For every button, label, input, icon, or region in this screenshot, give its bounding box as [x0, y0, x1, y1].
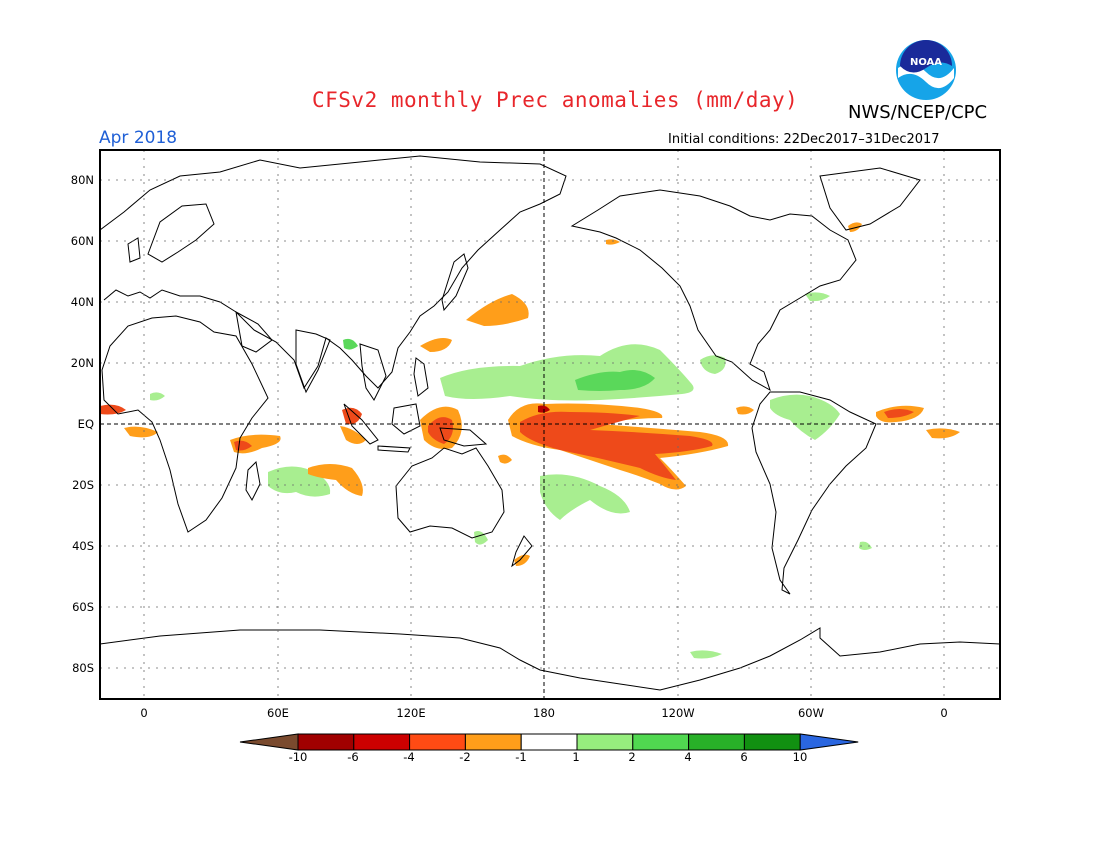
map-title: CFSv2 monthly Prec anomalies (mm/day) [312, 88, 799, 112]
colorbar-swatch [688, 733, 745, 751]
colorbar-swatch [297, 733, 355, 751]
madagascar-outline [245, 460, 261, 502]
dry-anomaly-sumatra [340, 426, 366, 444]
colorbar-label: 2 [628, 750, 636, 764]
lon-label-60e: 60E [267, 706, 289, 720]
noaa-logo: NOAA [896, 40, 956, 100]
lat-label-40s: 40S [72, 539, 94, 553]
lon-label-120e: 120E [396, 706, 426, 720]
map-frame [99, 149, 1001, 700]
lon-label-60w: 60W [797, 706, 824, 720]
wet-anomaly-atlantic [805, 292, 830, 302]
colorbar [239, 733, 859, 751]
new-zealand-outline [511, 535, 533, 568]
dry-anomaly-central-pacific-core [520, 411, 713, 480]
greenland-outline [819, 167, 921, 231]
lat-label-60s: 60S [72, 600, 94, 614]
lon-label-180: 180 [533, 706, 555, 720]
dry-anomaly-philippine-sea [420, 338, 452, 352]
africa-outline [101, 315, 269, 533]
dry-anomaly-north-pacific [466, 294, 529, 326]
indochina-outline [359, 343, 387, 401]
lon-label-120w: 120W [661, 706, 695, 720]
north-america-outline [570, 189, 857, 392]
colorbar-swatch [353, 733, 411, 751]
wet-anomaly-australia-south [474, 531, 488, 545]
lon-label-0: 0 [140, 706, 148, 720]
scandinavia-outline [147, 203, 215, 263]
graticule [100, 150, 1000, 699]
dry-anomaly-south-atlantic [926, 428, 960, 439]
lon-label-0-east: 0 [940, 706, 948, 720]
colorbar-label: 1 [572, 750, 580, 764]
australia-outline [395, 447, 505, 539]
lat-label-80n: 80N [70, 173, 94, 187]
java-outline [377, 445, 411, 453]
wet-anomaly-south-pacific [540, 474, 630, 520]
sumatra-outline [343, 403, 379, 445]
svg-text:NOAA: NOAA [910, 57, 942, 68]
wet-anomaly-south-atlantic [859, 541, 872, 550]
colorbar-swatch [576, 733, 634, 751]
lat-label-20s: 20S [72, 478, 94, 492]
initial-conditions-label: Initial conditions: 22Dec2017–31Dec2017 [668, 132, 940, 147]
wet-anomaly-antarctic [690, 650, 722, 659]
uk-outline [127, 237, 141, 263]
colorbar-arrow-low [239, 733, 299, 751]
colorbar-swatch [632, 733, 690, 751]
colorbar-swatch [409, 733, 466, 751]
wet-anomaly-amazon [770, 394, 840, 440]
wet-anomaly-north-pacific-core [575, 370, 655, 391]
borneo-outline [391, 403, 421, 435]
dry-anomaly-coral-sea [498, 454, 512, 464]
lat-label-40n: 40N [70, 295, 94, 309]
organization-label: NWS/NCEP/CPC [848, 102, 988, 123]
forecast-month-label: Apr 2018 [99, 128, 178, 148]
antarctica-outline [100, 627, 1000, 691]
colorbar-label: -6 [347, 750, 359, 764]
eurasia-outline [100, 155, 567, 390]
colorbar-label: 4 [684, 750, 692, 764]
dry-anomaly-gulf-guinea [124, 426, 158, 438]
dry-anomaly-new-zealand [514, 554, 530, 566]
anomaly-shading [100, 222, 960, 659]
colorbar-swatch [464, 733, 522, 751]
dry-anomaly-equatorial-atlantic-core [884, 409, 914, 418]
colorbar-label: 6 [740, 750, 748, 764]
dry-anomaly-south-indian-ocean [308, 464, 363, 496]
wet-anomaly-gulf-mexico [700, 355, 726, 374]
colorbar-swatch [743, 733, 801, 751]
india-outline [295, 329, 331, 394]
colorbar-arrow-high [799, 733, 859, 751]
colorbar-label: -1 [515, 750, 527, 764]
coastlines [100, 155, 1000, 691]
japan-outline [441, 253, 469, 312]
wet-anomaly-north-pacific-itcz [440, 344, 694, 401]
lat-label-eq: EQ [77, 417, 94, 431]
dry-anomaly-bay-of-bengal [342, 407, 362, 425]
lat-label-80s: 80S [72, 661, 94, 675]
new-guinea-outline [439, 427, 488, 447]
dry-anomaly-east-pacific [736, 406, 754, 415]
colorbar-label: -2 [459, 750, 471, 764]
colorbar-label: -10 [288, 750, 308, 764]
colorbar-label: 10 [792, 750, 808, 764]
dry-anomaly-gulf-alaska [606, 239, 620, 245]
dry-anomaly-labrador [848, 222, 862, 232]
wet-anomaly-south-china-sea [343, 338, 358, 350]
arabia-outline [235, 311, 273, 353]
wet-anomaly-indian-ocean-small [150, 392, 165, 401]
colorbar-swatch [520, 733, 578, 751]
lat-label-60n: 60N [70, 234, 94, 248]
colorbar-label: -4 [403, 750, 415, 764]
lat-label-20n: 20N [70, 356, 94, 370]
south-america-outline [751, 391, 877, 595]
philippines-outline [413, 357, 429, 397]
